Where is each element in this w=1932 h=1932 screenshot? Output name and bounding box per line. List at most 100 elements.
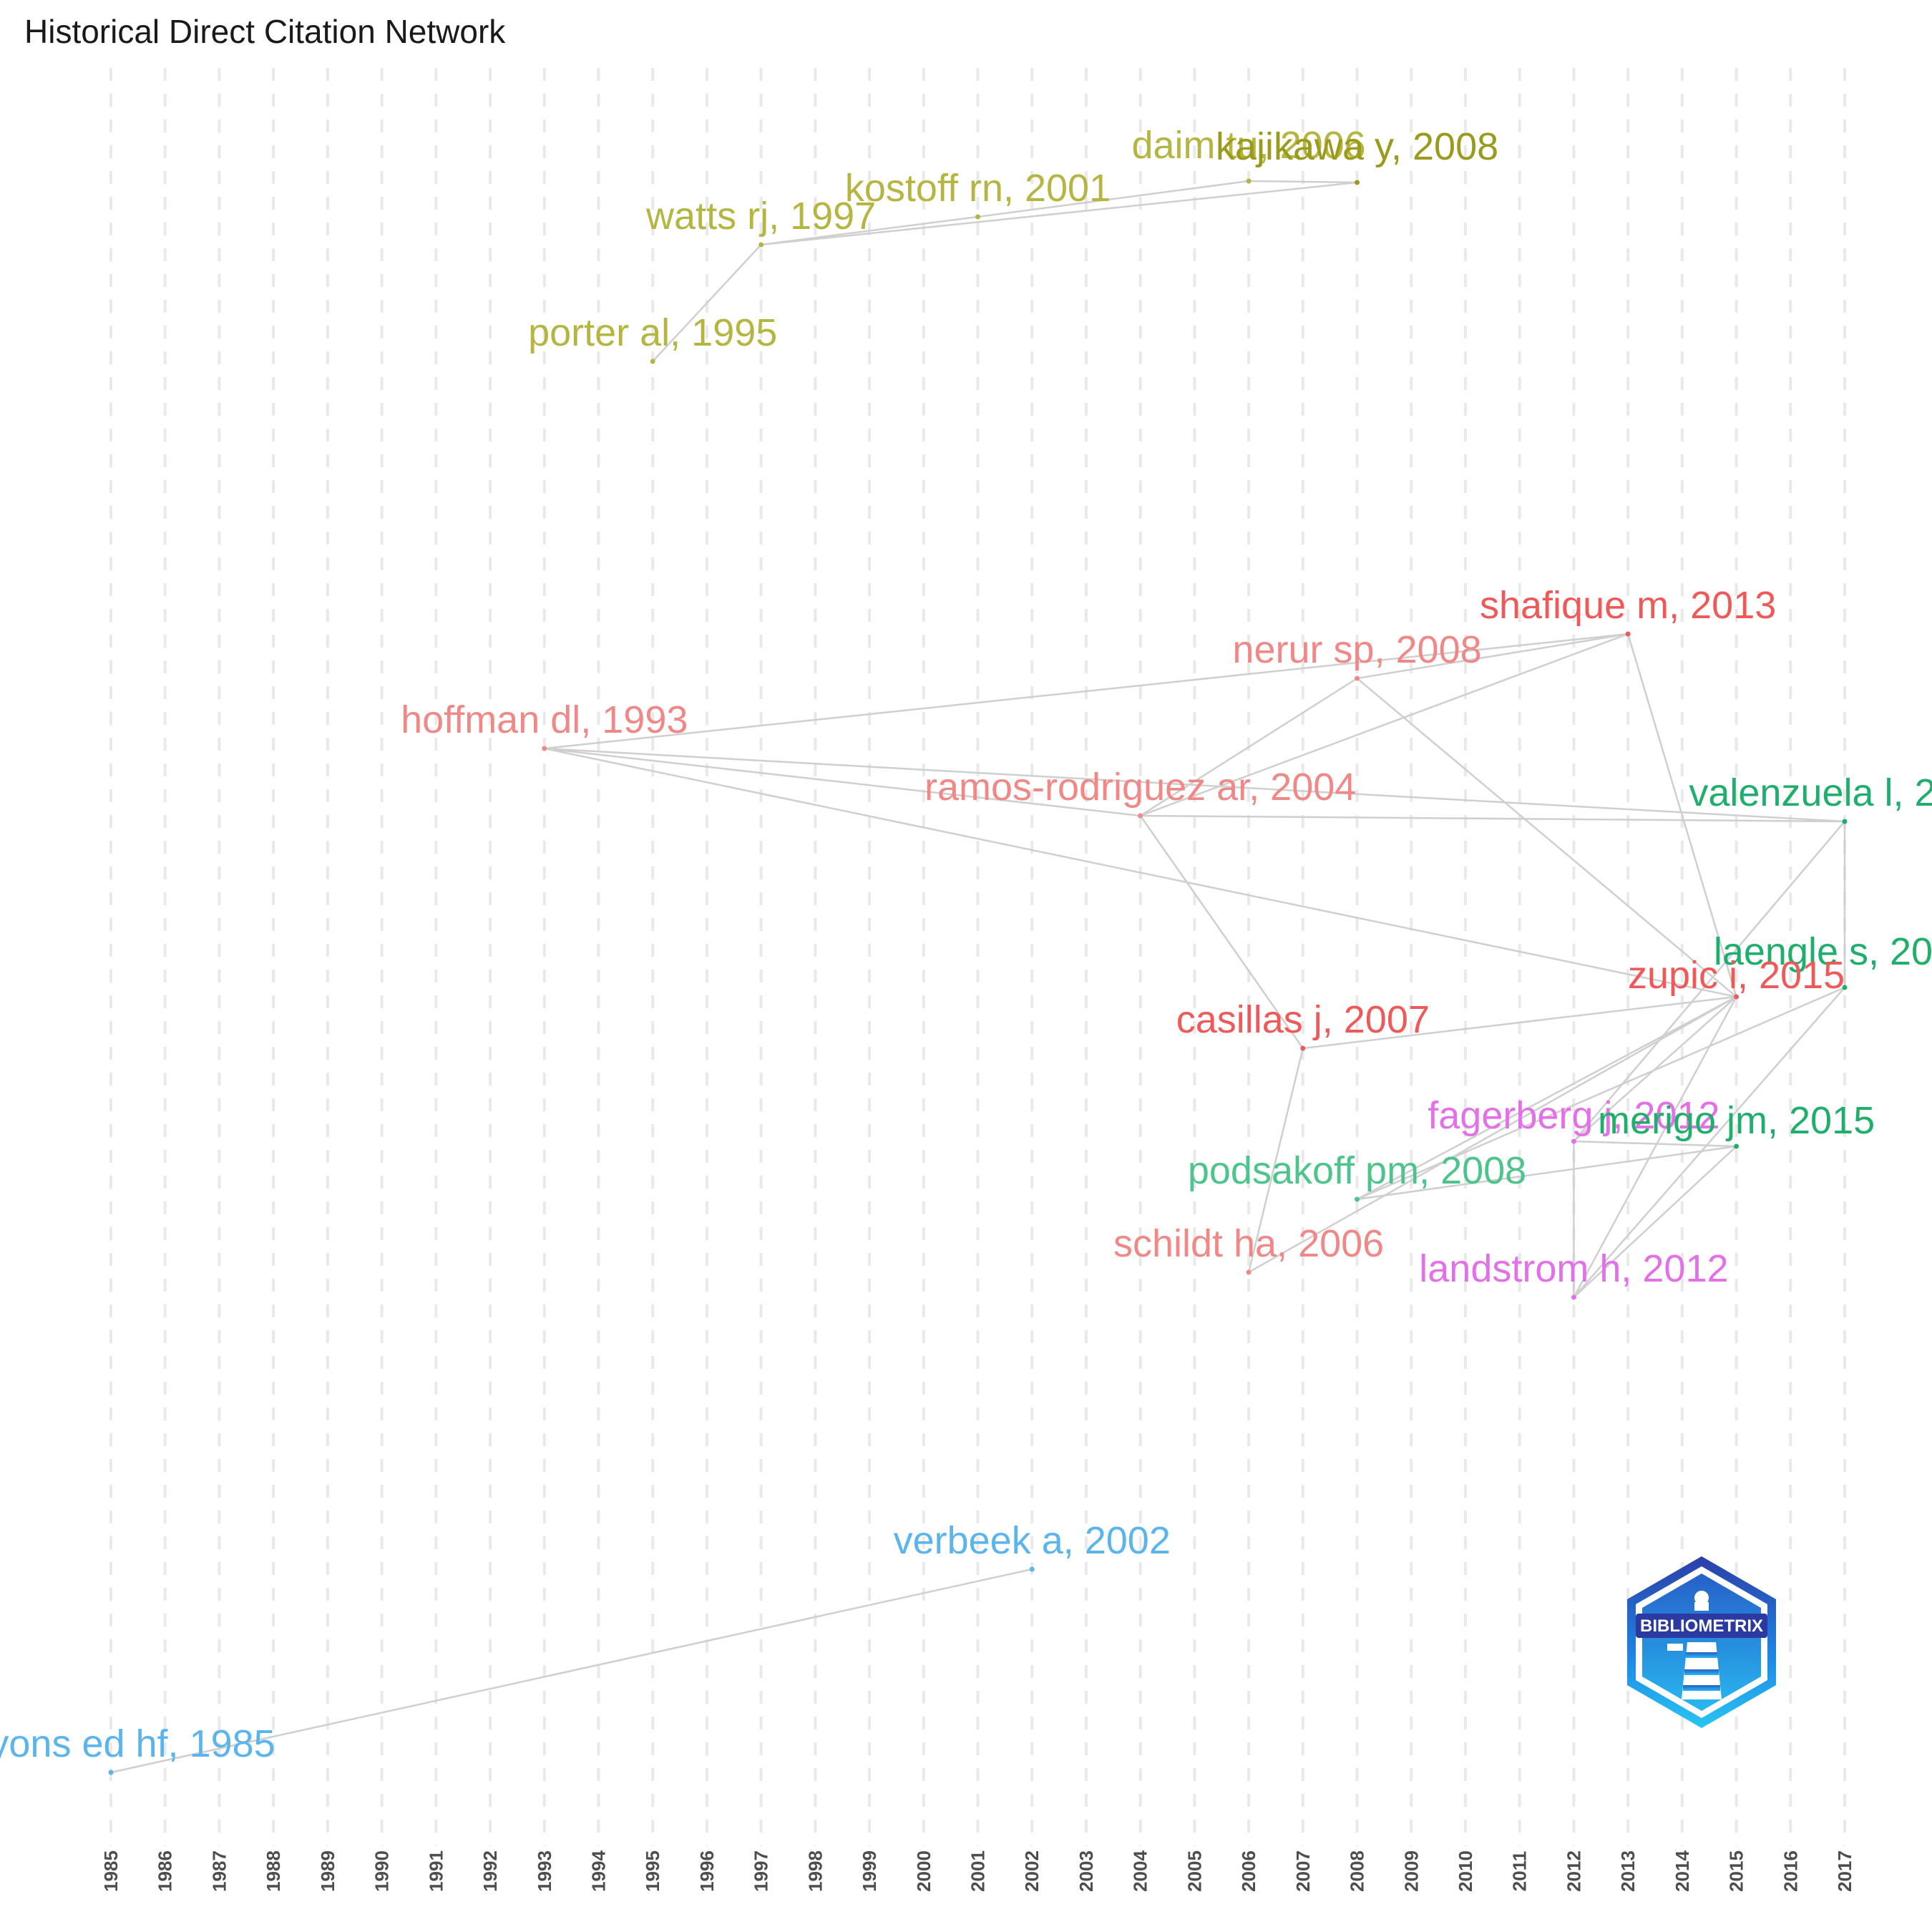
- citation-edge: [1140, 814, 1845, 823]
- year-tick-label: 1995: [642, 1850, 663, 1892]
- node-label: daim tu, 2006: [1131, 124, 1365, 167]
- node-label: noyons ed hf, 1985: [0, 1722, 275, 1765]
- citation-edge: [1574, 1140, 1737, 1148]
- node-point: [1571, 1294, 1576, 1300]
- node-point: [1625, 631, 1631, 637]
- node-point: [1571, 1138, 1576, 1144]
- node-label: kostoff rn, 2001: [845, 167, 1111, 210]
- citation-edge: [761, 181, 1357, 246]
- node-label: valenzuela l, 2017: [1689, 771, 1932, 814]
- node-label: verbeek a, 2002: [894, 1519, 1171, 1562]
- citation-edge: [1626, 633, 1737, 997]
- year-tick-label: 1998: [804, 1850, 826, 1892]
- node-label: watts rj, 1997: [645, 195, 876, 238]
- node-point: [1842, 985, 1848, 990]
- year-tick-label: 2005: [1184, 1850, 1205, 1892]
- year-tick-label: 2010: [1455, 1850, 1476, 1892]
- node-label: kajikawa y, 2008: [1216, 125, 1498, 168]
- citation-edge: [1573, 821, 1845, 1142]
- node-point: [1355, 675, 1360, 681]
- node-point: [758, 242, 764, 248]
- year-tick-label: 1994: [587, 1850, 609, 1892]
- node-point: [1355, 1196, 1360, 1202]
- year-tick-label: 2013: [1617, 1850, 1639, 1892]
- year-grid: [109, 68, 1846, 1846]
- node-label: podsakoff pm, 2008: [1188, 1149, 1526, 1192]
- node-label: laengle s, 2017: [1714, 930, 1932, 973]
- year-tick-label: 2006: [1238, 1850, 1259, 1892]
- lighthouse-icon: [1667, 1591, 1722, 1699]
- year-tick-label: 2015: [1726, 1850, 1747, 1892]
- node-label: ramos-rodriguez ar, 2004: [924, 766, 1356, 809]
- citation-edge: [544, 747, 1737, 998]
- year-tick-label: 1999: [859, 1850, 880, 1892]
- citation-edges: [110, 180, 1846, 1774]
- citation-edge: [544, 747, 1141, 817]
- node-point: [1734, 994, 1740, 1000]
- year-tick-label: 2004: [1130, 1850, 1151, 1892]
- citation-edge: [1357, 1145, 1737, 1201]
- year-axis: 1985 1986 1987 1988 1989 1990 1991 1992 1993 1994…: [100, 1850, 1855, 1892]
- citation-edge: [1356, 678, 1737, 997]
- node-point: [542, 746, 547, 751]
- year-tick-label: 2014: [1672, 1850, 1693, 1892]
- node-label: fagerberg j, 2012: [1428, 1094, 1719, 1137]
- citation-edge: [1357, 986, 1845, 1201]
- year-tick-label: 1985: [100, 1850, 122, 1892]
- year-tick-label: 2000: [913, 1850, 935, 1892]
- citation-edge: [1573, 987, 1845, 1298]
- year-tick-label: 2002: [1021, 1850, 1043, 1892]
- node-point: [1029, 1566, 1035, 1572]
- node-point: [1138, 813, 1143, 819]
- node-point: [1734, 1143, 1740, 1149]
- node-label: casillas j, 2007: [1176, 998, 1430, 1041]
- citation-edge: [544, 633, 1629, 750]
- year-tick-label: 2011: [1509, 1851, 1531, 1891]
- year-tick-label: 1993: [534, 1850, 555, 1892]
- year-tick-label: 1997: [751, 1850, 772, 1892]
- year-tick-label: 2007: [1292, 1850, 1314, 1892]
- year-tick-label: 1991: [425, 1850, 447, 1892]
- citation-edge: [1573, 1146, 1737, 1298]
- citation-edge: [110, 1568, 1033, 1774]
- chart-title: Historical Direct Citation Network: [24, 13, 506, 50]
- citation-edge: [652, 244, 762, 362]
- citation-edge: [544, 747, 1845, 823]
- year-tick-label: 1992: [479, 1850, 501, 1892]
- citation-edge: [1139, 815, 1304, 1049]
- node-point: [1300, 1045, 1306, 1051]
- logo-text: BIBLIOMETRIX: [1640, 1616, 1763, 1636]
- node-label: nerur sp, 2008: [1232, 628, 1481, 671]
- year-tick-label: 2016: [1780, 1850, 1801, 1892]
- node-label: schildt ha, 2006: [1113, 1222, 1384, 1265]
- citation-edge: [977, 180, 1249, 218]
- node-point: [975, 214, 980, 220]
- node-label: porter al, 1995: [528, 311, 777, 354]
- year-tick-label: 2003: [1075, 1850, 1097, 1892]
- year-tick-label: 1987: [208, 1850, 230, 1892]
- year-tick-label: 2009: [1400, 1850, 1422, 1892]
- node-label: landstrom h, 2012: [1419, 1247, 1728, 1290]
- node-label: zupic i, 2015: [1628, 954, 1845, 997]
- year-tick-label: 2008: [1347, 1850, 1368, 1892]
- node-label: shafique m, 2013: [1480, 584, 1776, 627]
- year-tick-label: 2017: [1834, 1850, 1855, 1892]
- node-point: [1246, 1269, 1252, 1275]
- node-point: [650, 358, 655, 364]
- bibliometrix-logo: BIBLIOMETRIX: [1627, 1556, 1776, 1728]
- year-tick-label: 1986: [155, 1850, 176, 1892]
- citation-edge: [1247, 1048, 1304, 1273]
- citation-edge: [1573, 996, 1737, 1298]
- citation-edge: [1356, 995, 1737, 1201]
- node-label: hoffman dl, 1993: [401, 698, 688, 741]
- node-label: merigo jm, 2015: [1598, 1099, 1875, 1142]
- year-tick-label: 1989: [317, 1850, 338, 1892]
- node-point: [108, 1770, 114, 1775]
- citation-edge: [1249, 180, 1357, 184]
- year-tick-label: 1990: [371, 1850, 393, 1892]
- citation-edge: [1139, 677, 1358, 817]
- node-point: [1842, 819, 1848, 824]
- year-tick-label: 2012: [1563, 1850, 1584, 1892]
